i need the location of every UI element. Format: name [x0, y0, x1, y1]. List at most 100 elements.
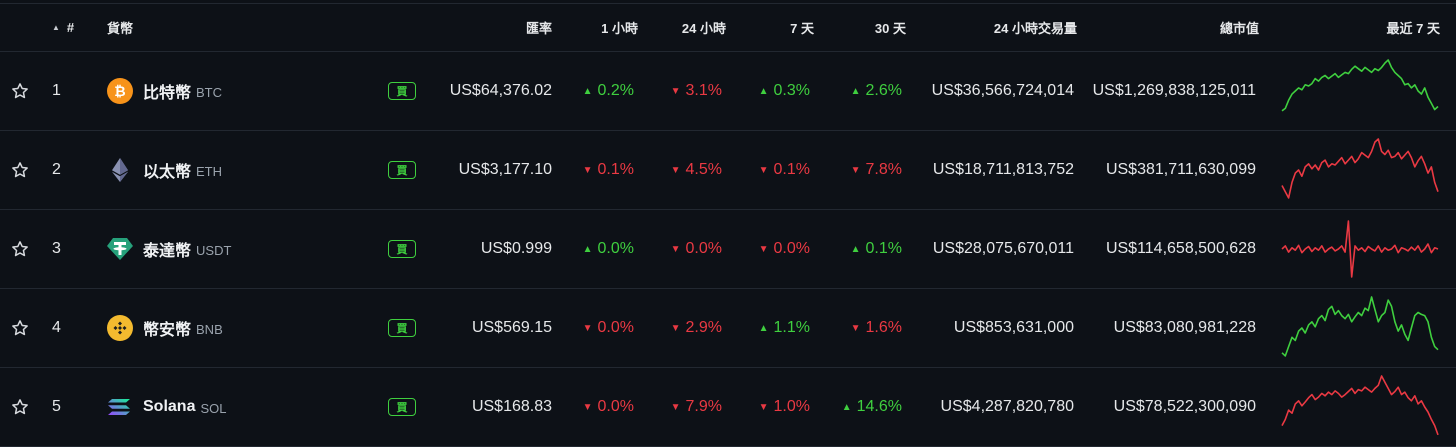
change-1h-value: 0.0%	[597, 240, 634, 257]
buy-button[interactable]: 買	[388, 398, 416, 416]
change-30d-value: 1.6%	[865, 319, 902, 336]
coin-name: 以太幣	[143, 164, 192, 181]
buy-button[interactable]: 買	[388, 240, 416, 258]
rank-header[interactable]: ▲ #	[52, 4, 82, 51]
market-cap-cell: US$381,711,630,099	[1105, 161, 1256, 178]
buy-button-cell: 買	[388, 210, 416, 288]
favorite-star-button[interactable]	[11, 210, 29, 288]
sparkline-chart	[1281, 296, 1439, 357]
caret-up-icon: ▲	[850, 243, 861, 255]
coin-cell[interactable]: Solana SOL	[107, 368, 226, 446]
buy-button-cell: 買	[388, 368, 416, 446]
buy-button-cell: 買	[388, 131, 416, 209]
change-1h-value: 0.0%	[597, 319, 634, 336]
caret-down-icon: ▼	[670, 243, 681, 255]
table-row[interactable]: 4 幣安幣 BNB 買 US$569.15 ▼ 0.0% ▼ 2.9% ▲ 1.1% …	[0, 289, 1456, 368]
star-icon	[12, 241, 28, 257]
sparkline-chart	[1281, 220, 1439, 278]
change-30d-header[interactable]: 30 天	[874, 21, 906, 36]
sparkline-chart	[1281, 138, 1439, 199]
buy-button[interactable]: 買	[388, 82, 416, 100]
volume-header[interactable]: 24 小時交易量	[993, 21, 1077, 36]
change-1h-value: 0.2%	[597, 82, 634, 99]
rank-cell: 3	[52, 240, 61, 257]
change-30d-value: 7.8%	[865, 161, 902, 178]
coin-cell[interactable]: 以太幣 ETH	[107, 131, 222, 209]
change-7d-cell: ▼ 1.0%	[736, 368, 810, 446]
coin-cell[interactable]: ₿ 比特幣 BTC	[107, 52, 222, 130]
change-7d-cell: ▼ 0.1%	[736, 131, 810, 209]
table-row[interactable]: 3 泰達幣 USDT 買 US$0.999 ▲ 0.0% ▼ 0.0% ▼ 0.0% …	[0, 210, 1456, 289]
caret-down-icon: ▼	[582, 401, 593, 413]
favorite-star-button[interactable]	[11, 368, 29, 446]
change-1h-header[interactable]: 1 小時	[601, 21, 638, 36]
caret-down-icon: ▼	[670, 322, 681, 334]
table-row[interactable]: 2 以太幣 ETH 買 US$3,177.10 ▼ 0.1% ▼ 4.5% ▼ 0.1…	[0, 131, 1456, 210]
favorite-star-button[interactable]	[11, 52, 29, 130]
buy-button[interactable]: 買	[388, 319, 416, 337]
sparkline-path	[1281, 220, 1439, 278]
caret-down-icon: ▼	[850, 164, 861, 176]
volume-cell: US$853,631,000	[953, 319, 1074, 336]
sparkline-cell	[1280, 368, 1440, 446]
sparkline-path	[1281, 296, 1439, 357]
market-cap-header[interactable]: 總市值	[1219, 21, 1259, 36]
caret-down-icon: ▼	[850, 322, 861, 334]
caret-up-icon: ▲	[841, 401, 852, 413]
coin-cell[interactable]: 幣安幣 BNB	[107, 289, 223, 367]
rank-header-label: #	[66, 20, 75, 35]
sparkline-path	[1281, 375, 1439, 436]
coin-cell[interactable]: 泰達幣 USDT	[107, 210, 231, 288]
caret-down-icon: ▼	[670, 401, 681, 413]
coin-symbol: USDT	[196, 243, 232, 258]
change-24h-value: 7.9%	[685, 398, 722, 415]
favorite-star-button[interactable]	[11, 131, 29, 209]
change-24h-header[interactable]: 24 小時	[681, 21, 726, 36]
change-1h-cell: ▲ 0.0%	[570, 210, 634, 288]
change-30d-cell: ▲ 14.6%	[826, 368, 902, 446]
volume-cell: US$18,711,813,752	[932, 161, 1074, 178]
star-icon	[12, 162, 28, 178]
coin-symbol: ETH	[196, 164, 223, 179]
change-1h-value: 0.1%	[597, 161, 634, 178]
rank-cell: 2	[52, 161, 61, 178]
rank-cell: 5	[52, 398, 61, 415]
change-30d-cell: ▲ 0.1%	[826, 210, 902, 288]
change-30d-cell: ▼ 7.8%	[826, 131, 902, 209]
coin-symbol: BNB	[196, 322, 223, 337]
sparkline-path	[1281, 59, 1439, 112]
table-row[interactable]: 1 ₿ 比特幣 BTC 買 US$64,376.02 ▲ 0.2% ▼ 3.1% ▲…	[0, 52, 1456, 131]
caret-down-icon: ▼	[582, 164, 593, 176]
buy-button-cell: 買	[388, 52, 416, 130]
coin-name: 比特幣	[143, 85, 192, 102]
price-cell: US$64,376.02	[449, 82, 552, 99]
coin-name: 幣安幣	[143, 322, 192, 339]
change-7d-header[interactable]: 7 天	[790, 21, 814, 36]
buy-button[interactable]: 買	[388, 161, 416, 179]
top-divider	[0, 3, 1456, 4]
change-7d-value: 0.1%	[773, 161, 810, 178]
change-24h-value: 4.5%	[685, 161, 722, 178]
change-24h-cell: ▼ 4.5%	[648, 131, 722, 209]
change-1h-cell: ▲ 0.2%	[570, 52, 634, 130]
change-1h-cell: ▼ 0.0%	[570, 289, 634, 367]
coin-name: Solana	[143, 398, 196, 415]
sparkline-cell	[1280, 210, 1440, 288]
caret-down-icon: ▼	[582, 322, 593, 334]
change-7d-cell: ▲ 0.3%	[736, 52, 810, 130]
price-header[interactable]: 匯率	[525, 21, 552, 36]
tether-icon	[107, 236, 133, 262]
caret-up-icon: ▲	[850, 85, 861, 97]
star-icon	[12, 320, 28, 336]
coin-header[interactable]: 貨幣	[107, 21, 134, 36]
caret-down-icon: ▼	[758, 401, 769, 413]
table-row[interactable]: 5 Solana SOL 買 US$168.83 ▼ 0.0% ▼ 7.9% ▼ 1.…	[0, 368, 1456, 447]
star-icon	[12, 83, 28, 99]
caret-up-icon: ▲	[582, 85, 593, 97]
favorite-star-button[interactable]	[11, 289, 29, 367]
sparkline-chart	[1281, 59, 1439, 112]
change-7d-value: 0.3%	[773, 82, 810, 99]
price-cell: US$3,177.10	[458, 161, 552, 178]
change-7d-value: 1.1%	[773, 319, 810, 336]
sparkline-cell	[1280, 289, 1440, 367]
